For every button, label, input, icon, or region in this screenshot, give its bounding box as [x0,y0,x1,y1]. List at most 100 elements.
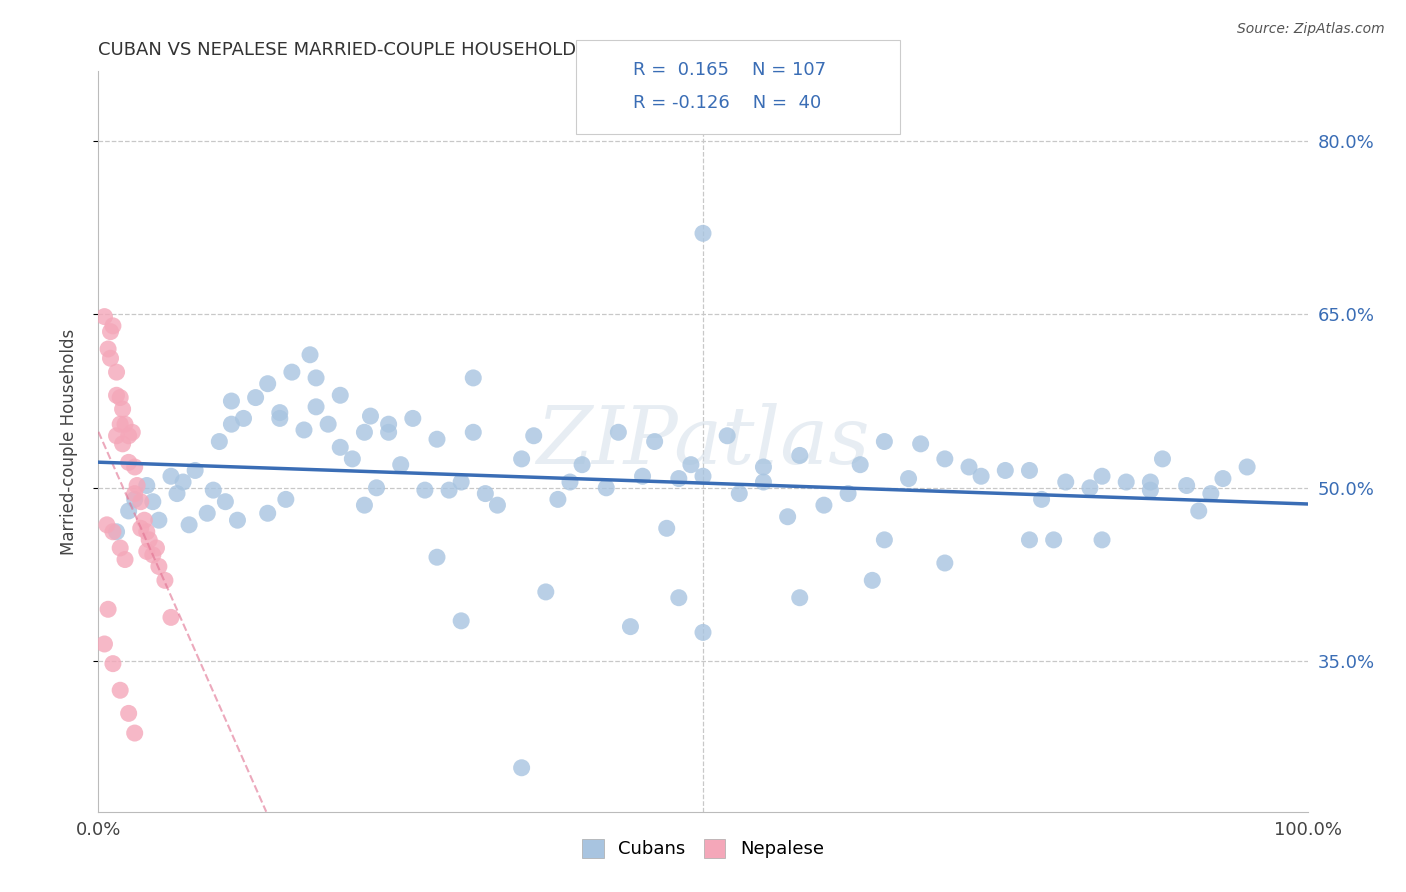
Point [96,517,118,532]
Point [366,481,388,495]
Point [118,706,141,721]
Point [668,471,690,485]
Point [486,498,509,512]
Point [93,637,115,651]
Point [142,494,165,508]
Point [134,513,156,527]
Point [195,506,218,520]
Point [873,434,896,449]
Point [426,550,449,565]
Point [111,437,134,451]
Point [934,556,956,570]
Text: ZIPatlas: ZIPatlas [536,403,870,480]
Point [166,486,188,500]
Point [160,610,183,624]
Point [305,400,328,414]
Point [463,371,485,385]
Point [957,460,980,475]
Point [1031,492,1053,507]
Point [1115,475,1137,489]
Point [1018,463,1040,477]
Point [148,513,170,527]
Point [377,417,399,432]
Point [124,460,146,475]
Point [179,517,201,532]
Point [728,486,751,500]
Point [118,429,141,443]
Point [114,552,136,566]
Point [402,411,425,425]
Point [108,683,131,698]
Point [153,574,176,588]
Text: Source: ZipAtlas.com: Source: ZipAtlas.com [1237,22,1385,37]
Point [644,434,666,449]
Point [221,417,243,432]
Point [138,533,160,547]
Point [111,402,134,417]
Point [873,533,896,547]
Point [108,417,131,432]
Point [105,388,128,402]
Point [100,325,122,339]
Text: R =  0.165    N = 107: R = 0.165 N = 107 [633,62,825,79]
Point [353,425,375,440]
Point [93,310,115,324]
Point [377,425,399,440]
Text: R = -0.126    N =  40: R = -0.126 N = 40 [633,95,821,112]
Point [121,425,143,440]
Point [232,411,254,425]
Point [789,591,811,605]
Point [534,585,557,599]
Point [105,429,128,443]
Point [245,391,267,405]
Legend: Cubans, Nepalese: Cubans, Nepalese [575,832,831,865]
Point [607,425,630,440]
Point [342,451,364,466]
Point [692,625,714,640]
Point [135,478,157,492]
Point [208,434,231,449]
Point [274,492,297,507]
Point [910,437,932,451]
Point [1152,451,1174,466]
Point [631,469,654,483]
Point [135,544,157,558]
Point [329,388,352,402]
Point [994,463,1017,477]
Point [1139,483,1161,497]
Point [1139,475,1161,489]
Point [1199,486,1222,500]
Point [1236,460,1258,475]
Point [202,483,225,497]
Point [752,460,775,475]
Point [692,227,714,241]
Point [118,455,141,469]
Point [97,342,120,356]
Y-axis label: Married-couple Households: Married-couple Households [59,328,77,555]
Point [360,409,382,423]
Point [305,371,328,385]
Point [114,417,136,432]
Point [292,423,315,437]
Point [101,657,124,671]
Point [184,463,207,477]
Point [813,498,835,512]
Point [1042,533,1064,547]
Point [129,521,152,535]
Point [101,524,124,539]
Point [1018,533,1040,547]
Point [934,451,956,466]
Point [619,619,641,633]
Point [124,486,146,500]
Point [692,469,714,483]
Point [450,614,472,628]
Point [160,469,183,483]
Point [897,471,920,485]
Point [970,469,993,483]
Point [256,506,278,520]
Point [105,524,128,539]
Point [523,429,546,443]
Point [1212,471,1234,485]
Point [269,406,291,420]
Point [474,486,496,500]
